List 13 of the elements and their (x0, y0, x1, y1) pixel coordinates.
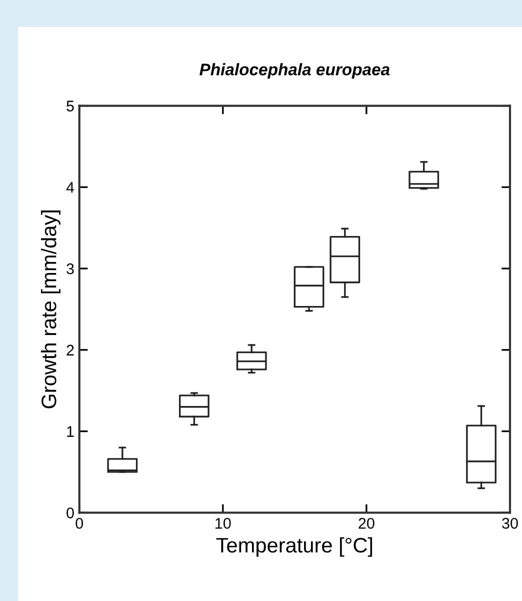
y-tick-label: 2 (66, 344, 74, 356)
y-tick-label: 4 (66, 182, 74, 193)
x-axis-title: Temperature [°C] (216, 537, 372, 557)
y-tick-label: 3 (66, 263, 74, 274)
y-tick-label: 5 (66, 100, 74, 112)
x-tick-label: 30 (502, 518, 518, 529)
y-tick-label: 1 (67, 426, 74, 437)
x-tick-label: 10 (216, 518, 231, 529)
y-axis-title: Growth rate [mm/day] (41, 210, 60, 408)
chart-title: Phialocephala europaea (200, 63, 390, 79)
x-tick-label: 0 (76, 518, 83, 529)
y-tick-label: 0 (66, 508, 74, 518)
x-tick-label: 20 (358, 518, 374, 529)
